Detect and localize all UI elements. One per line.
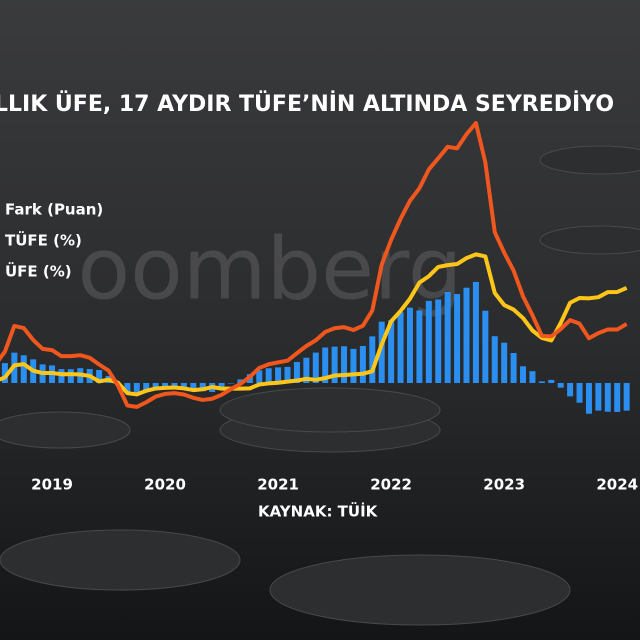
x-tick-label: 2021	[257, 476, 299, 494]
bar	[331, 346, 338, 383]
source: KAYNAK: TÜİK	[258, 502, 379, 521]
legend-entry: ÜFE (%)	[5, 262, 72, 281]
bar	[548, 379, 555, 383]
bar	[20, 355, 27, 383]
bar	[585, 383, 592, 414]
bar	[133, 383, 140, 393]
bar	[444, 291, 451, 383]
bar	[312, 352, 319, 383]
legend-entry: Fark (Puan)	[5, 201, 103, 219]
bar	[520, 366, 527, 383]
bar	[416, 310, 423, 383]
bar	[406, 307, 413, 383]
bar	[152, 383, 159, 390]
bar	[472, 281, 479, 383]
watermark: oomberg	[78, 219, 463, 319]
bar	[425, 300, 432, 383]
bar	[124, 383, 131, 393]
bar	[171, 383, 178, 388]
bar	[491, 336, 498, 383]
bar	[463, 287, 470, 383]
bar	[604, 383, 611, 412]
chart-title: LLIK ÜFE, 17 AYDIR TÜFE’NİN ALTINDA SEYR…	[0, 91, 614, 117]
x-tick-label: 2023	[483, 476, 525, 494]
bar	[388, 320, 395, 383]
bar	[576, 383, 583, 403]
bar	[284, 366, 291, 383]
bar	[623, 383, 630, 411]
legend-entry: TÜFE (%)	[5, 231, 82, 250]
bar	[482, 310, 489, 383]
bar	[180, 383, 187, 388]
bar	[614, 383, 621, 412]
bar	[510, 352, 517, 383]
bar	[303, 357, 310, 383]
x-tick-label: 2022	[370, 476, 412, 494]
line	[0, 252, 628, 397]
bar	[237, 379, 244, 383]
bar	[96, 370, 103, 383]
bar	[265, 368, 272, 383]
bar	[369, 336, 376, 383]
bar	[199, 383, 206, 392]
bar	[359, 346, 366, 383]
bar	[501, 342, 508, 383]
bar	[378, 321, 385, 383]
bar	[567, 383, 574, 397]
bar	[162, 383, 169, 388]
bar	[293, 361, 300, 383]
bar	[190, 383, 197, 389]
bar	[595, 383, 602, 411]
x-tick-label: 2020	[144, 476, 186, 494]
bar	[397, 312, 404, 383]
coins-decoration	[0, 145, 640, 626]
bar	[143, 383, 150, 392]
bar	[275, 367, 282, 383]
bar	[557, 383, 564, 388]
bar	[228, 383, 234, 384]
bar	[454, 294, 461, 383]
bar	[538, 381, 545, 383]
bar	[1, 363, 8, 383]
bar	[218, 383, 225, 388]
bar	[435, 299, 442, 383]
line	[0, 121, 628, 409]
bar	[350, 348, 357, 383]
bar	[322, 347, 329, 383]
x-tick-label: 2024	[596, 476, 638, 494]
bar	[256, 370, 263, 383]
x-tick-label: 2019	[31, 476, 73, 494]
bar	[341, 346, 348, 383]
bar	[529, 371, 536, 383]
